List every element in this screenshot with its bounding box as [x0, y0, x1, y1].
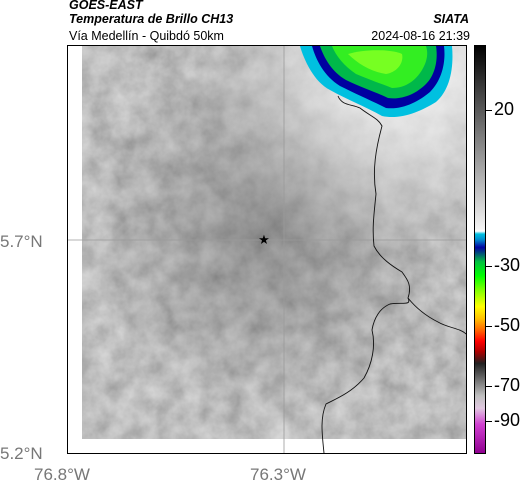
temperature-colorbar	[474, 45, 486, 454]
cold-cloud-top	[300, 46, 453, 118]
star-icon: ★	[258, 233, 270, 248]
product-title: Temperatura de Brillo CH13	[69, 12, 234, 26]
agency-label: SIATA	[433, 12, 469, 26]
colorbar-label: 20	[494, 99, 515, 119]
colorbar-label: -50	[494, 315, 521, 335]
lon-tick-label: 76.8°W	[34, 465, 90, 484]
municipal-border	[321, 297, 410, 453]
region-label: Vía Medellín - Quibdó 50km	[69, 29, 224, 43]
lat-tick-label: 5.2°N	[0, 444, 43, 463]
lon-tick-label: 76.3°W	[250, 465, 306, 484]
colorbar-label: -30	[494, 255, 521, 275]
timestamp-label: 2024-08-16 21:39	[371, 29, 470, 43]
colorbar-label: -70	[494, 375, 521, 395]
satellite-map[interactable]: ★	[67, 45, 467, 454]
map-canvas: ★	[68, 46, 466, 453]
satellite-title: GOES-EAST	[69, 0, 143, 12]
colorbar-label: -90	[494, 410, 521, 430]
department-border	[337, 95, 466, 335]
lat-tick-label: 5.7°N	[0, 232, 43, 251]
